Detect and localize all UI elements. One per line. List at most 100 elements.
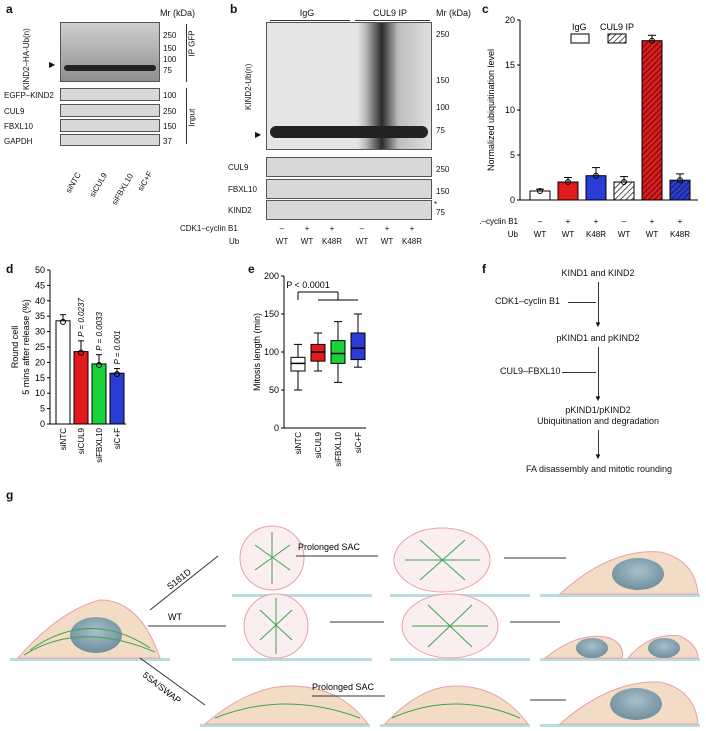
ip-band (64, 65, 156, 71)
mw-header-a: Mr (kDa) (160, 8, 195, 18)
ub-c-5: K48R (670, 230, 690, 239)
ub-b-1: WT (300, 237, 314, 246)
ub-c-0: WT (534, 230, 547, 239)
input-cdk1: CDK1–cyclin B1 (495, 296, 561, 306)
pvalue-d-3: P = 0.001 (113, 330, 122, 364)
blot-cul9-b (266, 157, 432, 177)
legend-igg-swatch (570, 33, 590, 44)
substrate-s181d-3 (540, 594, 700, 597)
wt-cell-2 (401, 593, 499, 659)
lane-a-4: siC+F (136, 169, 155, 193)
ub-b-5: K48R (401, 237, 422, 246)
legend-cul9: CUL9 IP (600, 22, 634, 32)
sac-label-2: Prolonged SAC (312, 682, 375, 692)
cond-c-3: – (622, 217, 627, 226)
ytick-label-d: 40 (35, 296, 45, 306)
point-c-5 (677, 177, 683, 184)
step-pkind: pKIND1 and pKIND2 (556, 333, 640, 343)
wt-daughter-cells (543, 634, 699, 659)
ub-c-1: WT (562, 230, 575, 239)
ub-b-3: WT (355, 237, 369, 246)
mw-a-250: 250 (163, 31, 177, 40)
ytick-label-e: 200 (264, 271, 279, 281)
ub-b-4: WT (380, 237, 394, 246)
panel-b-label: b (230, 2, 238, 16)
xlabel-e-1: siCUL9 (314, 431, 323, 458)
arrow-f-3 (598, 430, 599, 456)
ylabel-d-2: 5 mins after release (%) (21, 299, 31, 395)
arrow-f-2 (598, 347, 599, 397)
blot-gapdh (60, 134, 160, 146)
substrate-wt-2 (390, 658, 530, 661)
pvalue-d-1: P = 0.0237 (77, 298, 86, 337)
bar-c-0 (529, 190, 551, 201)
ytick-label-d: 10 (35, 388, 45, 398)
ytick-label-d: 50 (35, 265, 45, 275)
bar-d-3 (109, 372, 125, 425)
input-cul9: CUL9–FBXL10 (500, 366, 561, 376)
arrowhead-a: ▶ (49, 60, 56, 69)
ytick-label-c: 10 (505, 105, 515, 115)
lane-a-2: siCUL9 (88, 171, 109, 199)
lane-a-1: siNTC (64, 170, 83, 195)
blot-fbxl10-a (60, 119, 160, 132)
ip-label-a: IP GFP (187, 30, 197, 57)
cond-c-2: + (594, 217, 599, 226)
cond-c-0: – (538, 217, 543, 226)
substrate-5sa-3 (540, 724, 700, 727)
panel-a-label: a (6, 2, 13, 16)
arrow-f-1 (598, 282, 599, 324)
cond-b-3: – (359, 224, 365, 233)
substrate-5sa-1 (200, 724, 370, 727)
mw-cul9-a: 250 (163, 107, 177, 116)
arrow-cdk1 (568, 302, 596, 303)
ylabel-d-1: Round cell (10, 326, 20, 369)
ytick-label-d: 20 (35, 357, 45, 367)
cond-label-c: CDK1–cyclin B1 (480, 217, 519, 226)
substrate-wt-1 (232, 658, 372, 661)
step-fa: FA disassembly and mitotic rounding (525, 464, 673, 474)
branch-5sa: 5SA/SWAP (141, 670, 183, 706)
mw-a-100: 100 (163, 55, 177, 64)
point-d-0 (60, 318, 66, 325)
ip-bracket (186, 24, 187, 82)
panel-g-label: g (6, 488, 14, 502)
mw-egfp-kind2: 100 (163, 91, 177, 100)
lane-a-3: siFBXL10 (110, 171, 136, 207)
group-cul9-ip: CUL9 IP (372, 8, 407, 18)
step-ub: Ubiquitination and degradation (536, 416, 660, 426)
point-c-2 (593, 172, 599, 179)
ytick-label-c: 5 (510, 150, 515, 160)
ub-label-c: Ub (508, 230, 519, 239)
mw-fbxl10-a: 150 (163, 122, 177, 131)
ytick-label-e: 50 (269, 385, 279, 395)
ytick-label-d: 25 (35, 342, 45, 352)
point-c-0 (537, 188, 543, 194)
row-label-kind2-b: KIND2 (228, 206, 252, 215)
point-c-4 (649, 37, 655, 44)
point-d-3 (114, 371, 120, 378)
arrowhead-b: ▶ (255, 130, 262, 139)
ub-b-2: K48R (321, 237, 342, 246)
sac-label-1: Prolonged SAC (298, 542, 361, 552)
mw-kind2-b: 75 (436, 208, 445, 217)
substrate-5sa-2 (380, 724, 530, 727)
ytick-label-c: 0 (510, 195, 515, 205)
mw-gapdh: 37 (163, 137, 172, 146)
step-kind: KIND1 and KIND2 (561, 268, 635, 278)
cond-b-5: + (409, 224, 415, 233)
legend-cul9-swatch (607, 33, 627, 44)
xlabel-d-1: siCUL9 (77, 427, 86, 454)
row-label-fbxl10-a: FBXL10 (4, 122, 33, 131)
mw-b-75: 75 (436, 126, 445, 135)
ytick-label-e: 0 (274, 423, 279, 433)
panel-c-label: c (482, 2, 489, 16)
s181d-cell-3 (558, 551, 699, 595)
group-igg-line (270, 20, 350, 21)
ub-c-4: WT (646, 230, 659, 239)
ub-c-3: WT (618, 230, 631, 239)
substrate-wt-start (10, 658, 170, 661)
branch-arrow-s181d (149, 555, 219, 611)
xlabel-e-2: siFBXL10 (334, 431, 343, 466)
group-cul9-line (355, 20, 430, 21)
